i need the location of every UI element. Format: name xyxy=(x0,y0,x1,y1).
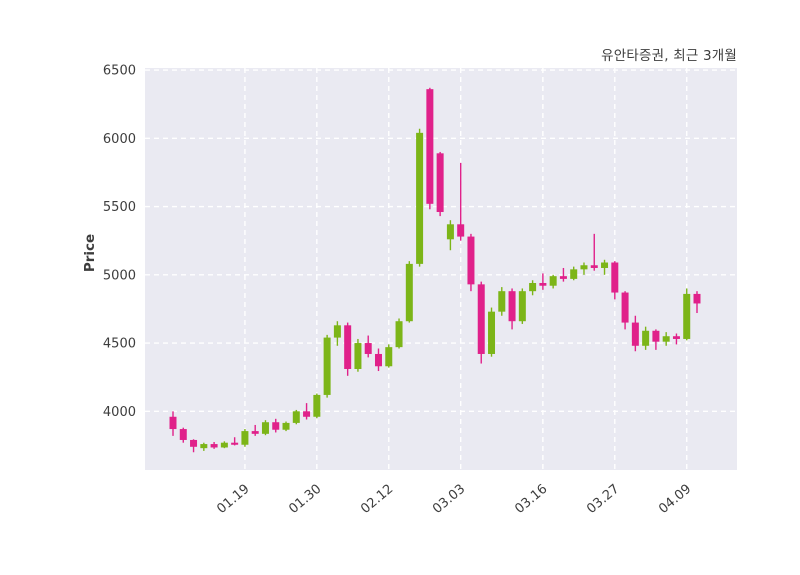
candle-body xyxy=(601,262,609,268)
y-tick-label: 5500 xyxy=(103,200,136,215)
y-axis-label: Price xyxy=(82,233,98,273)
y-tick-label: 5000 xyxy=(103,268,136,283)
candle-body xyxy=(292,411,300,423)
candle-body xyxy=(652,330,660,342)
candle-body xyxy=(190,439,198,447)
x-tick-label: 02.12 xyxy=(358,482,396,517)
y-tick-label: 6000 xyxy=(103,132,136,147)
x-tick-label: 01.30 xyxy=(286,482,324,517)
x-tick-label: 03.27 xyxy=(584,482,622,517)
candle-body xyxy=(313,394,321,417)
candle-body xyxy=(333,325,341,338)
x-tick-label: 01.19 xyxy=(214,482,252,517)
candle-body xyxy=(559,276,567,279)
candle-body xyxy=(683,293,691,339)
candle-body xyxy=(631,322,639,346)
candle-body xyxy=(374,353,382,367)
candle-body xyxy=(220,442,228,448)
candle-body xyxy=(672,336,680,339)
candle-body xyxy=(477,284,485,354)
plot-area xyxy=(145,68,737,470)
candle-body xyxy=(436,153,444,213)
candle-body xyxy=(282,422,290,430)
candle-body xyxy=(303,411,311,417)
candle-body xyxy=(549,276,557,286)
candle-body xyxy=(405,263,413,322)
candle-body xyxy=(498,291,506,312)
candle-body xyxy=(231,442,239,445)
candle-body xyxy=(364,343,372,354)
candle-body xyxy=(426,89,434,204)
candle-body xyxy=(642,330,650,346)
candle-body xyxy=(467,236,475,285)
candle-body xyxy=(590,265,598,268)
x-tick-label: 03.16 xyxy=(512,482,550,517)
y-tick-label: 6500 xyxy=(103,64,136,79)
candle-body xyxy=(457,224,465,237)
y-tick-label: 4500 xyxy=(103,337,136,352)
candle-body xyxy=(344,325,352,369)
candle-body xyxy=(200,444,208,449)
candle-body xyxy=(169,416,177,430)
candle-body xyxy=(210,444,218,448)
candle-body xyxy=(529,282,537,292)
candle-body xyxy=(570,269,578,279)
candle-body xyxy=(354,343,362,369)
candle-body xyxy=(251,431,259,434)
candle-body xyxy=(580,265,588,270)
candle-body xyxy=(416,132,424,264)
candle-body xyxy=(611,262,619,293)
x-tick-label: 04.09 xyxy=(656,482,694,517)
y-tick-label: 4000 xyxy=(103,405,136,420)
candle-body xyxy=(385,347,393,367)
candle-body xyxy=(241,431,249,445)
candle-body xyxy=(395,321,403,348)
chart-title: 유안타증권, 최근 3개월 xyxy=(601,48,737,64)
candle-body xyxy=(488,311,496,354)
candle-body xyxy=(508,291,516,322)
candle-body xyxy=(323,337,331,395)
candle-body xyxy=(539,282,547,286)
candle-body xyxy=(446,224,454,240)
candle-body xyxy=(179,429,187,440)
candle-body xyxy=(261,422,269,434)
candle-body xyxy=(693,293,701,304)
candle-body xyxy=(662,336,670,342)
candle-body xyxy=(621,292,629,323)
x-tick-label: 03.03 xyxy=(430,482,468,517)
candle-body xyxy=(272,422,280,430)
candle-body xyxy=(518,291,526,322)
